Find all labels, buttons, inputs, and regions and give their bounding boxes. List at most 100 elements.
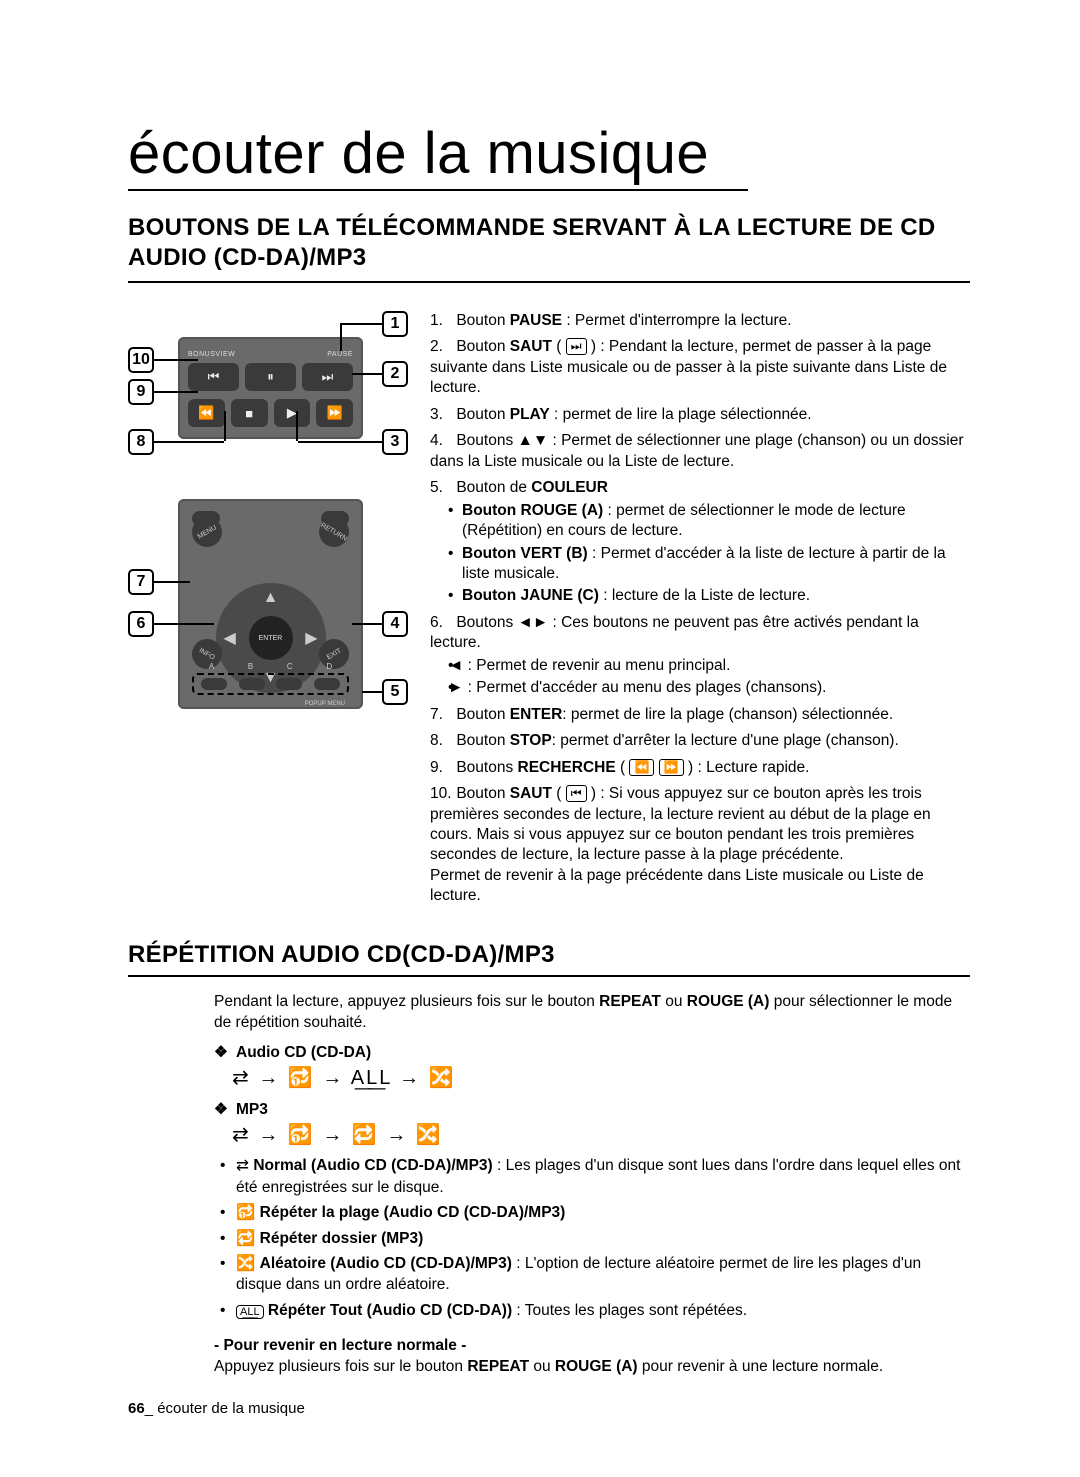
lead-9 [154,391,198,393]
item-post: : permet de lire la plage (chanson) séle… [562,706,893,723]
bullet-bold: Répéter dossier (MP3) [260,1230,424,1247]
item-text: Boutons ◄► : Ces boutons ne peuvent pas … [430,614,919,651]
return-normal-label: - Pour revenir en lecture normale - [214,1335,970,1356]
list-item-1: 1. Bouton PAUSE : Permet d'interrompre l… [430,311,970,331]
item-number: 7. [430,705,452,725]
bullet-bold: Répéter la plage (Audio CD (CD-DA)/MP3) [260,1204,566,1221]
lead-2 [352,373,382,375]
mode-sequence-mp3: ⇄ → 🔂 → 🔁 → 🔀 [232,1122,970,1150]
rep-intro: Pendant la lecture, appuyez plusieurs fo… [214,991,970,1034]
section-title-1: BOUTONS DE LA TÉLÉCOMMANDE SERVANT À LA … [128,213,970,283]
shuffle-icon: 🔀 [236,1255,255,1272]
item-number: 4. [430,431,452,451]
prev-track-button: ⏮ [188,363,239,391]
item-number: 9. [430,758,452,778]
item-bold: ENTER [510,706,563,723]
item-post-pre: ( [552,338,566,355]
section-title-2: RÉPÉTITION AUDIO CD(CD-DA)/MP3 [128,941,970,977]
item-bold: PAUSE [510,312,562,329]
remote-diagrams: BONUSVIEW PAUSE ⏮ ⏸ ⏭ ⏪ ■ ▶ ⏩ 1 10 [128,311,408,913]
return-b1: REPEAT [467,1358,529,1375]
sublist-item: ◄ : Permet de revenir au menu principal. [448,656,970,676]
item-text: Bouton [456,406,509,423]
label-a: A [209,662,214,671]
label-d: D [326,662,332,671]
blue-button [314,678,340,690]
item-text: Boutons [456,759,517,776]
item-text: Bouton de [456,479,531,496]
list-item-6: 6. Boutons ◄► : Ces boutons ne peuvent p… [430,613,970,699]
callout-8: 8 [128,429,154,455]
nav-left-icon: ◀ [224,628,236,648]
bullet-bold: Aléatoire (Audio CD (CD-DA)/MP3) [260,1255,512,1272]
bullet-repeat-all: A͟L͟L Répéter Tout (Audio CD (CD-DA)) : … [214,1300,970,1321]
list-item-10: 10. Bouton SAUT ( ⏮ ) : Si vous appuyez … [430,784,970,907]
item-post: : permet de lire la plage sélectionnée. [550,406,812,423]
return-normal-text: Appuyez plusieurs fois sur le bouton REP… [214,1356,970,1377]
sublist-6: ◄ : Permet de revenir au menu principal.… [430,656,970,699]
sub-text: ◄ : Permet de revenir au menu principal. [448,657,730,674]
list-item-5: 5. Bouton de COULEUR Bouton ROUGE (A) : … [430,478,970,607]
mode-bullets: ⇄ Normal (Audio CD (CD-DA)/MP3) : Les pl… [214,1155,970,1321]
repeat-track-icon: 🔂 [236,1204,255,1221]
item-number: 10. [430,784,452,804]
red-button [201,678,227,690]
callout-5: 5 [382,679,408,705]
sub-bold: Bouton VERT (B) [462,545,588,562]
item-post: : Permet d'interrompre la lecture. [562,312,792,329]
normal-icon: ⇄ [236,1157,249,1174]
callout-4: 4 [382,611,408,637]
bullet-bold: Répéter Tout (Audio CD (CD-DA)) [268,1302,512,1319]
item-number: 2. [430,337,452,357]
return-pre: Appuyez plusieurs fois sur le bouton [214,1358,467,1375]
callout-3: 3 [382,429,408,455]
mode-audio-cd-label: Audio CD (CD-DA) [214,1042,970,1063]
repeat-all-icon: A͟L͟L [236,1305,264,1319]
next-track-icon: ⏭ [566,338,587,355]
label-pause: PAUSE [327,351,353,358]
prev-track-icon: ⏮ [566,785,587,802]
nav-right-icon: ▶ [305,628,317,648]
item-text: Bouton [456,706,509,723]
color-button-row [192,673,349,695]
sub-bold: Bouton JAUNE (C) [462,587,599,604]
lead-6 [154,623,214,625]
item-number: 8. [430,731,452,751]
remote-row-2: ⏪ ■ ▶ ⏩ [188,399,353,427]
yellow-button [276,678,302,690]
item-number: 3. [430,405,452,425]
item-post: : permet d'arrêter la lecture d'une plag… [552,732,899,749]
sublist-item: ► : Permet d'accéder au menu des plages … [448,678,970,698]
abcd-labels: A B C D [192,662,349,671]
sub-rest: : lecture de la Liste de lecture. [599,587,810,604]
item-post-pre: ( [552,785,566,802]
return-b2: ROUGE (A) [555,1358,638,1375]
mode-mp3-label: MP3 [214,1099,970,1120]
remote-body-2: MENU RETURN ▲ ▼ ◀ ▶ ENTER INFO EXIT A B … [178,499,363,709]
rep-intro-mid: ou [661,993,687,1010]
nav-up-icon: ▲ [263,589,279,607]
lead-1 [342,323,382,325]
item-extra: Permet de revenir à la page précédente d… [430,866,970,907]
callout-1: 1 [382,311,408,337]
lead-7 [154,581,190,583]
sub-bold: Bouton ROUGE (A) [462,502,603,519]
sublist-item: Bouton JAUNE (C) : lecture de la Liste d… [448,586,970,606]
item-bold: COULEUR [531,479,608,496]
stop-button: ■ [231,399,268,427]
repetition-body: Pendant la lecture, appuyez plusieurs fo… [214,991,970,1378]
repeat-folder-icon: 🔁 [236,1230,255,1247]
lead-8 [154,441,224,443]
instruction-list: 1. Bouton PAUSE : Permet d'interrompre l… [430,311,970,913]
bullet-repeat-folder: 🔁 Répéter dossier (MP3) [214,1228,970,1249]
item-number: 5. [430,478,452,498]
lead-8v [224,411,226,441]
list-item-3: 3. Bouton PLAY : permet de lire la plage… [430,405,970,425]
lead-3v [296,411,298,441]
item-text: Bouton [456,732,509,749]
lead-10 [154,359,198,361]
bullet-repeat-track: 🔂 Répéter la plage (Audio CD (CD-DA)/MP3… [214,1202,970,1223]
callout-7: 7 [128,569,154,595]
list-item-8: 8. Bouton STOP: permet d'arrêter la lect… [430,731,970,751]
fastforward-button: ⏩ [316,399,353,427]
